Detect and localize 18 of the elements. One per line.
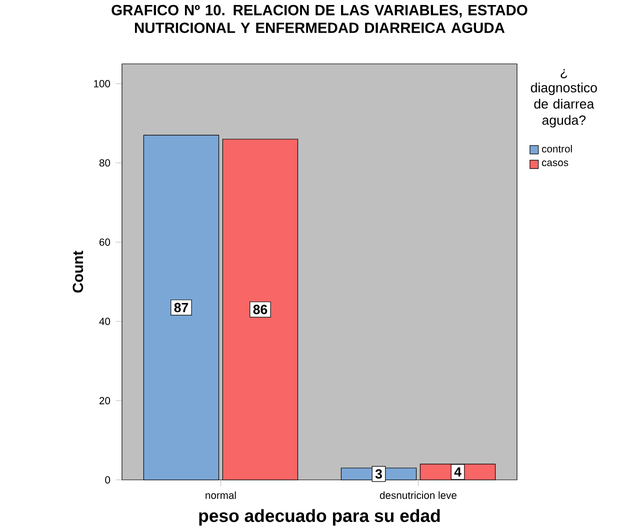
legend-title: ¿ diagnostico de diarrea aguda?: [530, 68, 597, 128]
y-tick-label: 20: [100, 396, 110, 404]
chart-title: GRAFICO Nº 10. RELACION DE LAS VARIABLES, ESTADO NUTRICIONAL Y ENFERMEDAD DIARREICA AGUDA: [112, 4, 528, 33]
data-label: 86: [253, 304, 268, 314]
data-label: 3: [375, 468, 382, 478]
x-tick-label: normal: [206, 491, 236, 499]
x-axis-title: peso adecuado para su edad: [199, 508, 440, 526]
y-tick-label: 0: [105, 476, 110, 484]
y-tick-label: 100: [94, 80, 110, 88]
legend-label: casos: [542, 160, 568, 166]
x-tick-label: desnutricion leve: [380, 491, 456, 499]
data-label: 4: [454, 467, 462, 476]
legend-label: control: [542, 144, 572, 152]
y-tick-label: 80: [99, 159, 110, 166]
y-axis-title: Count: [72, 250, 84, 292]
data-label: 87: [174, 302, 188, 312]
y-tick-label: 40: [99, 318, 110, 325]
y-tick-label: 60: [100, 238, 110, 246]
